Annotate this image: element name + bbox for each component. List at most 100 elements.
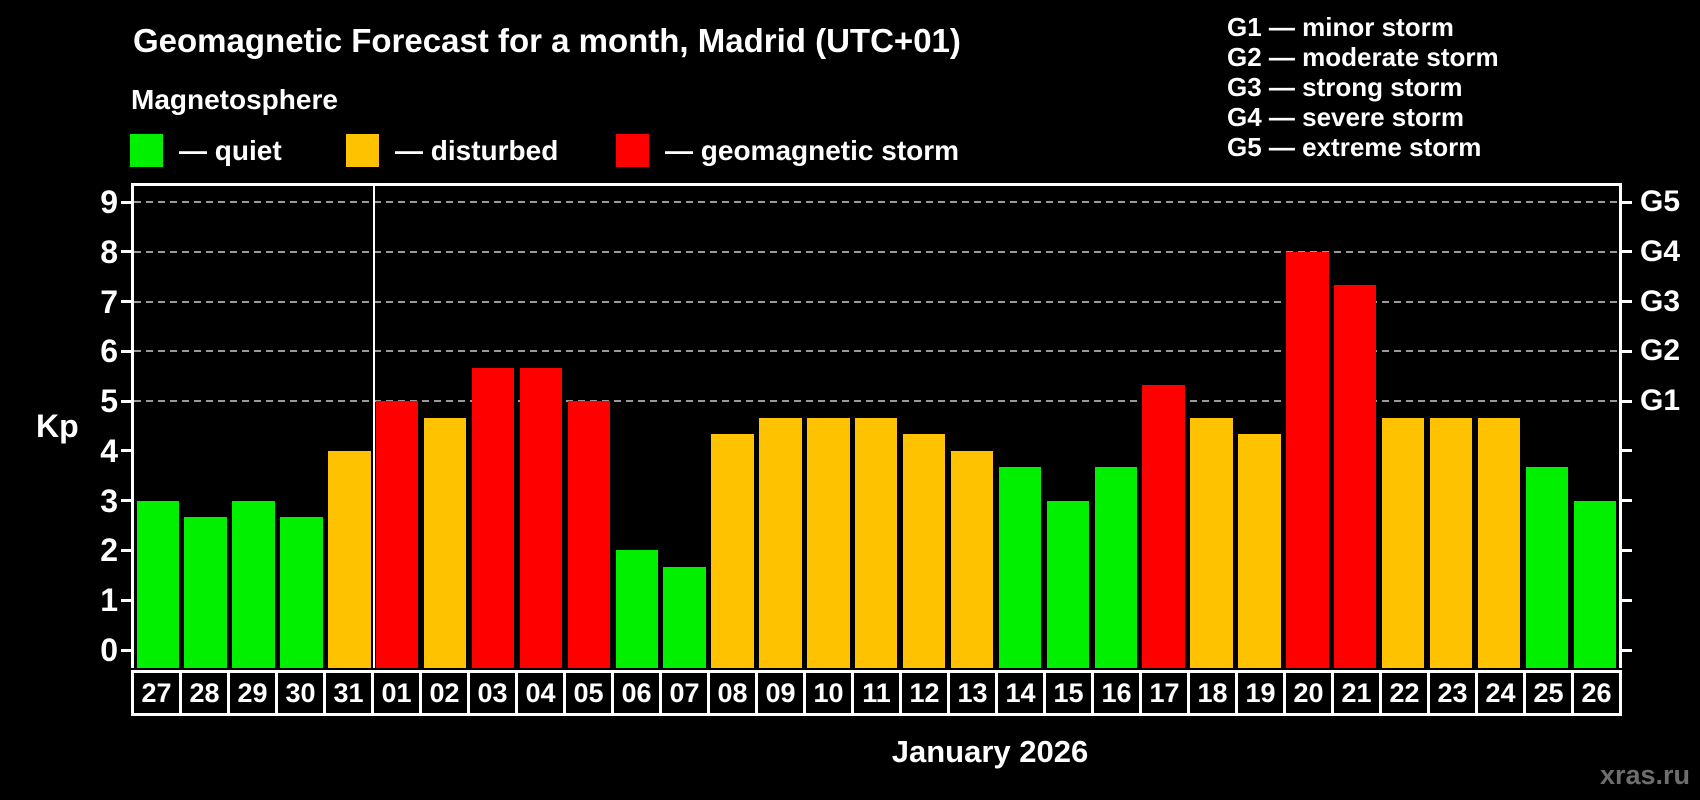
bar-day-24 [1477,417,1521,668]
y-tick-8 [121,250,131,254]
y-tick-label-1: 1 [100,582,118,619]
bar-day-06 [615,550,658,668]
x-tick-label-11: 11 [854,673,899,713]
legend-label-disturbed: — disturbed [395,134,559,166]
bar-day-05 [567,401,611,668]
bar-day-04 [519,367,563,668]
bar-day-16 [1094,467,1137,668]
right-tick-5 [1622,399,1632,403]
x-tick-label-02: 02 [422,673,467,713]
x-tick-label-07: 07 [662,673,707,713]
right-tick-4 [1622,449,1632,453]
right-axis-label-g4: G4 [1640,234,1681,268]
bar-day-15 [1046,500,1090,668]
x-tick-label-14: 14 [998,673,1043,713]
x-tick-label-19: 19 [1238,673,1283,713]
legend-item-disturbed: — disturbed [346,134,558,167]
y-tick-3 [121,499,131,503]
x-tick-label-23: 23 [1430,673,1475,713]
disturbed-swatch-icon [346,134,379,167]
bar-day-29 [232,500,275,668]
x-axis-day-labels: 27 28 29 30 31 01 02 03 04 05 06 07 08 09 10 11 12 13 14 15… [131,670,1622,716]
g1-legend-line: G1 — minor storm [1227,12,1454,42]
right-tick-1 [1622,598,1632,602]
x-tick-label-04: 04 [518,673,563,713]
chart-subtitle: Magnetosphere [131,84,338,115]
x-tick-label-29: 29 [230,673,275,713]
y-tick-label-5: 5 [100,383,118,420]
right-tick-9 [1622,200,1632,204]
right-axis-label-g2: G2 [1640,334,1681,368]
bar-day-25 [1525,467,1569,668]
legend-label-storm: — geomagnetic storm [665,134,960,166]
right-axis-label-g5: G5 [1640,185,1681,218]
bar-day-17 [1142,384,1185,668]
gridline-kp-5 [134,400,1619,403]
y-tick-label-7: 7 [100,283,118,320]
right-tick-0 [1622,648,1632,652]
bar-day-27 [136,500,179,668]
g4-legend-line: G4 — severe storm [1227,102,1465,132]
x-tick-label-12: 12 [902,673,947,713]
x-tick-label-13: 13 [950,673,995,713]
bar-day-31 [328,450,371,668]
bar-day-18 [1190,417,1233,668]
x-tick-label-25: 25 [1526,673,1571,713]
x-tick-label-10: 10 [806,673,851,713]
bar-day-08 [711,434,754,668]
bar-day-10 [807,417,850,668]
y-tick-label-6: 6 [100,333,118,370]
right-axis-label-g1: G1 [1640,384,1681,418]
x-tick-label-18: 18 [1190,673,1235,713]
chart-title: Geomagnetic Forecast for a month, Madrid… [133,22,961,59]
x-tick-label-05: 05 [566,673,611,713]
x-tick-label-31: 31 [326,673,371,713]
bar-day-28 [184,517,227,668]
bar-day-03 [471,367,515,668]
right-tick-7 [1622,300,1632,304]
x-axis-title: January 2026 [891,734,1089,769]
x-tick-label-27: 27 [134,673,179,713]
y-tick-0 [121,648,131,652]
storm-swatch-icon [616,134,649,167]
x-tick-label-22: 22 [1382,673,1427,713]
y-tick-5 [121,399,131,403]
bar-day-30 [280,517,323,668]
right-tick-2 [1622,548,1632,552]
y-tick-label-9: 9 [100,184,118,220]
y-axis-line [131,183,134,668]
bar-day-01 [376,401,419,668]
right-axis-line [1619,183,1622,668]
x-tick-label-30: 30 [278,673,323,713]
x-tick-label-09: 09 [758,673,803,713]
bar-day-22 [1381,417,1425,668]
watermark: xras.ru [1599,760,1690,790]
bar-day-12 [902,434,946,668]
storm-scale-legend: G1 — minor storm G2 — moderate storm G3 … [1227,12,1499,162]
x-tick-label-20: 20 [1286,673,1331,713]
bar-day-21 [1334,285,1377,668]
bar-day-23 [1429,417,1473,668]
bar-day-26 [1573,500,1616,668]
x-tick-label-03: 03 [470,673,515,713]
gridline-kp-7 [134,300,1619,303]
x-tick-label-17: 17 [1142,673,1187,713]
x-tick-label-24: 24 [1478,673,1523,713]
gridline-kp-9 [134,201,1619,203]
right-tick-3 [1622,499,1632,503]
bar-day-09 [759,417,802,668]
y-tick-6 [121,349,131,353]
bar-day-07 [663,566,706,668]
y-tick-2 [121,548,131,552]
gridline-kp-8 [134,250,1619,253]
y-tick-4 [121,449,131,453]
bar-day-11 [855,417,898,668]
plot-top-border [131,183,1622,186]
x-tick-label-01: 01 [374,673,419,713]
gridline-kp-6 [134,350,1619,353]
legend-item-storm: — geomagnetic storm [616,134,959,167]
x-tick-label-15: 15 [1046,673,1091,713]
y-tick-1 [121,598,131,602]
